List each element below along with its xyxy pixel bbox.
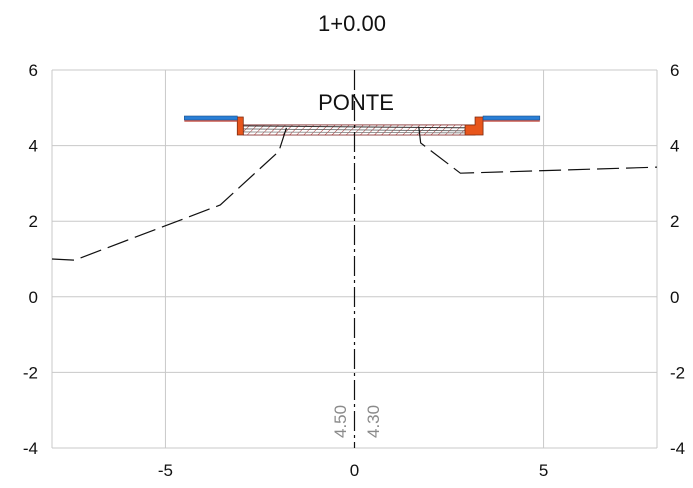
- left-kerb-block: [236, 116, 244, 136]
- y-tick-label-right: 2: [670, 212, 679, 231]
- pavement-layer: [243, 128, 476, 132]
- vertical-value-right: 4.30: [364, 405, 383, 438]
- right-sidewalk: [482, 115, 541, 121]
- x-tick-label: 5: [539, 461, 548, 480]
- y-tick-label-right: 6: [670, 61, 679, 80]
- y-tick-label-right: 0: [670, 288, 679, 307]
- axis-ticks: 6 6 4 4 2 2 0 0 -2 -2 -4 -4 -5 0 5: [23, 61, 685, 480]
- y-tick-label-right: -2: [670, 363, 685, 382]
- pavement-layer: [243, 131, 476, 134]
- vertical-value-left: 4.50: [331, 405, 350, 438]
- x-tick-label: 0: [350, 461, 359, 480]
- left-sidewalk: [184, 115, 238, 121]
- right-kerb-block: [464, 116, 484, 136]
- y-tick-label-left: -2: [23, 363, 38, 382]
- y-tick-label-left: 4: [29, 137, 38, 156]
- ground-profile-left: [51, 127, 288, 261]
- y-tick-label-left: -4: [23, 439, 38, 458]
- section-label: PONTE: [318, 90, 394, 115]
- bridge-structure: [184, 115, 541, 136]
- y-tick-label-right: 4: [670, 137, 679, 156]
- section-title: 1+0.00: [318, 11, 386, 36]
- y-tick-label-left: 0: [29, 288, 38, 307]
- y-tick-label-left: 6: [29, 61, 38, 80]
- y-tick-label-left: 2: [29, 212, 38, 231]
- pavement-layer: [243, 125, 476, 129]
- ground-profile-right: [418, 126, 658, 174]
- y-tick-label-right: -4: [670, 439, 685, 458]
- x-tick-label: -5: [158, 461, 173, 480]
